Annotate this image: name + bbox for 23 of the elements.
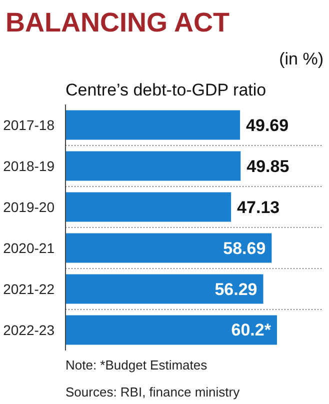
bar bbox=[66, 151, 241, 181]
data-label: 49.69 bbox=[246, 116, 289, 135]
chart-subtitle: Centre’s debt-to-GDP ratio bbox=[66, 80, 266, 100]
source-note: Sources: RBI, finance ministry bbox=[66, 384, 240, 400]
y-tick-label: 2017-18 bbox=[3, 117, 55, 133]
bar bbox=[66, 315, 277, 345]
x-axis-title: (in %) bbox=[279, 50, 324, 68]
y-tick-label: 2020-21 bbox=[3, 240, 55, 256]
data-label: 56.29 bbox=[214, 280, 258, 299]
data-label: 60.2* bbox=[231, 320, 272, 340]
y-tick-label: 2021-22 bbox=[3, 281, 55, 297]
y-tick-label: 2019-20 bbox=[3, 199, 55, 215]
bar bbox=[66, 110, 240, 140]
text: Note: *Budget Estimates bbox=[66, 358, 208, 372]
y-tick-label: 2018-19 bbox=[3, 158, 55, 174]
data-label: 58.69 bbox=[223, 239, 266, 258]
chart-title: BALANCING ACT bbox=[6, 8, 230, 38]
data-label: 49.85 bbox=[246, 157, 290, 176]
data-label: 47.13 bbox=[237, 198, 280, 217]
bar bbox=[66, 192, 232, 222]
bar bbox=[66, 274, 264, 304]
y-tick-label: 2022-23 bbox=[3, 322, 55, 338]
bar bbox=[66, 233, 272, 263]
